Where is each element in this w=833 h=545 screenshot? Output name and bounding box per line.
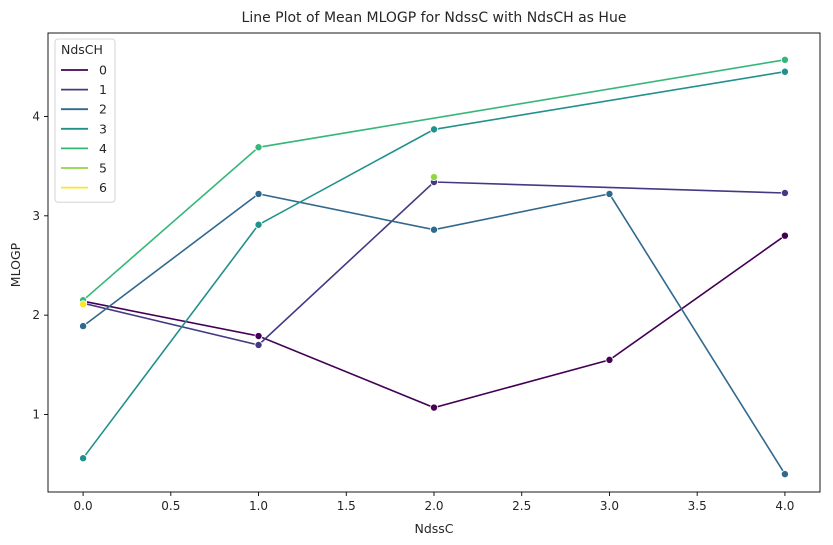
x-tick-label: 2.5 bbox=[512, 499, 531, 513]
x-tick-label: 3.0 bbox=[600, 499, 619, 513]
data-point-1-3 bbox=[780, 188, 789, 197]
y-tick-label: 2 bbox=[32, 308, 40, 322]
x-tick-label: 2.0 bbox=[424, 499, 443, 513]
data-point-1-1 bbox=[254, 340, 263, 349]
data-point-2-4 bbox=[780, 470, 789, 479]
series-3 bbox=[79, 67, 789, 463]
series-line-3 bbox=[82, 70, 786, 459]
legend-label-4: 4 bbox=[99, 141, 107, 156]
data-point-3-2 bbox=[429, 125, 438, 134]
series-1 bbox=[79, 178, 789, 349]
x-tick-label: 1.5 bbox=[337, 499, 356, 513]
legend-label-6: 6 bbox=[99, 180, 107, 195]
legend-label-3: 3 bbox=[99, 121, 107, 136]
x-tick-label: 4.0 bbox=[775, 499, 794, 513]
series-5 bbox=[429, 173, 438, 182]
data-point-4-1 bbox=[254, 143, 263, 152]
legend-title: NdsCH bbox=[61, 42, 103, 57]
chart-title: Line Plot of Mean MLOGP for NdssC with N… bbox=[242, 10, 627, 26]
series-line-2 bbox=[82, 193, 786, 475]
x-tick-label: 0.0 bbox=[74, 499, 93, 513]
legend-label-2: 2 bbox=[99, 102, 107, 117]
data-point-2-1 bbox=[254, 189, 263, 198]
data-point-5-0 bbox=[429, 173, 438, 182]
series-line-0 bbox=[82, 235, 786, 409]
data-point-0-2 bbox=[429, 403, 438, 412]
series-2 bbox=[79, 189, 789, 479]
y-axis-label: MLOGP bbox=[8, 242, 23, 287]
y-tick-label: 4 bbox=[32, 109, 40, 123]
series-line-1 bbox=[82, 181, 785, 346]
x-tick-label: 3.5 bbox=[688, 499, 707, 513]
data-point-3-0 bbox=[79, 454, 88, 463]
legend-label-0: 0 bbox=[99, 63, 107, 78]
series-0 bbox=[79, 231, 789, 412]
y-tick-label: 1 bbox=[32, 408, 40, 422]
data-point-2-0 bbox=[79, 322, 88, 331]
data-point-6-0 bbox=[79, 300, 88, 309]
legend-label-1: 1 bbox=[99, 82, 107, 97]
data-point-2-3 bbox=[605, 189, 614, 198]
data-point-3-1 bbox=[254, 220, 263, 229]
legend-box bbox=[54, 38, 116, 203]
plot-area bbox=[79, 55, 789, 479]
x-tick-label: 0.5 bbox=[161, 499, 180, 513]
data-point-3-3 bbox=[780, 67, 789, 76]
x-tick-label: 1.0 bbox=[249, 499, 268, 513]
y-tick-label: 3 bbox=[32, 209, 40, 223]
x-axis-label: NdssC bbox=[414, 521, 453, 536]
axes: 0.0 0.5 1.0 1.5 2.0 2.5 3.0 3.5 4.0 1 2 3 4 bbox=[32, 32, 821, 513]
data-point-4-2 bbox=[780, 55, 789, 64]
series-6 bbox=[79, 300, 88, 309]
axes-frame bbox=[47, 32, 821, 493]
series-4 bbox=[79, 55, 789, 305]
data-point-0-3 bbox=[605, 355, 614, 364]
data-point-0-4 bbox=[780, 231, 789, 240]
legend: NdsCH 0 1 2 3 4 5 6 bbox=[54, 38, 116, 203]
data-point-0-1 bbox=[254, 332, 263, 341]
data-point-2-2 bbox=[429, 225, 438, 234]
legend-label-5: 5 bbox=[99, 161, 107, 176]
